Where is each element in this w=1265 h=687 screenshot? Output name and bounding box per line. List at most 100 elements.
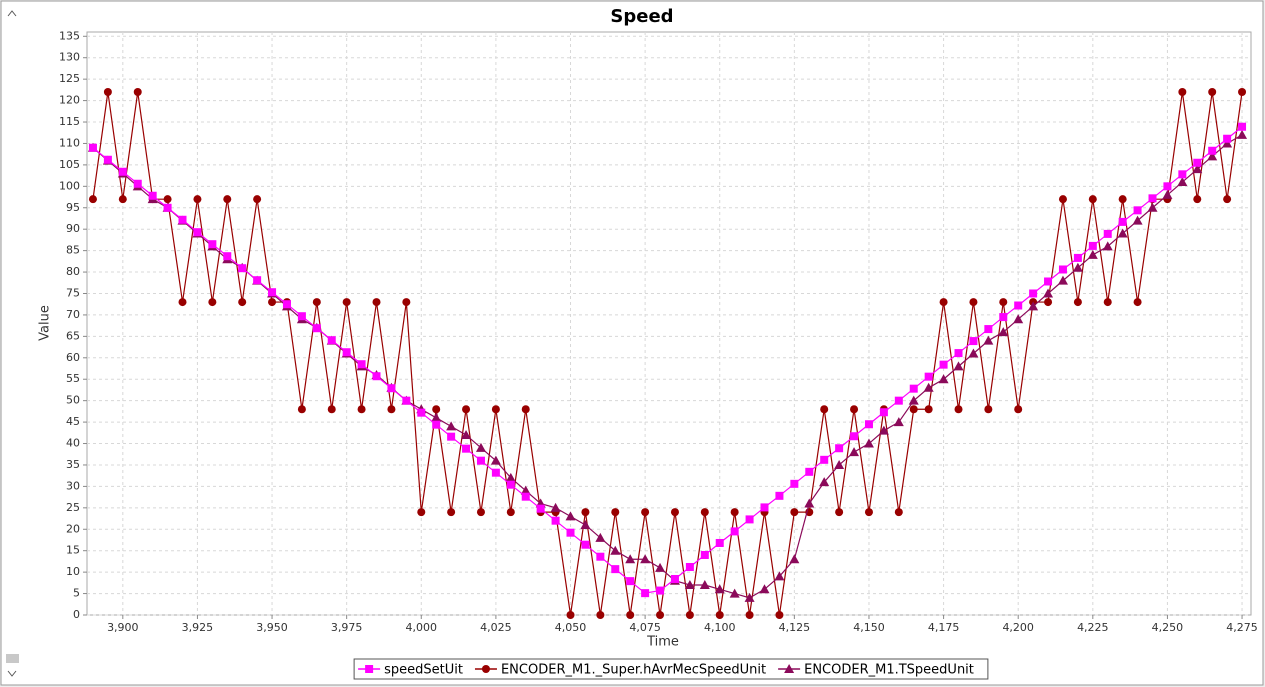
data-point [417, 408, 426, 417]
data-point [282, 300, 291, 309]
data-point [163, 195, 172, 204]
data-point [611, 508, 620, 517]
data-point [834, 459, 845, 469]
data-point [745, 515, 754, 524]
data-point [685, 611, 694, 619]
data-point [999, 298, 1008, 307]
data-point [387, 384, 396, 393]
data-point [819, 477, 830, 487]
data-point [969, 337, 978, 346]
data-point [835, 444, 844, 453]
y-tick-label: 115 [59, 115, 80, 128]
data-point [103, 88, 112, 97]
data-point [805, 467, 814, 476]
data-point [133, 179, 142, 188]
y-tick-label: 45 [66, 415, 80, 428]
data-point [475, 442, 486, 452]
data-point [640, 554, 651, 564]
data-point [1162, 189, 1173, 199]
data-point [983, 335, 994, 345]
data-point [984, 325, 993, 334]
data-point [1087, 249, 1098, 259]
data-point [133, 88, 142, 97]
data-point [1237, 129, 1248, 139]
data-point [684, 579, 695, 589]
data-point [670, 508, 679, 517]
data-point [238, 264, 247, 273]
data-point [372, 298, 381, 307]
data-point [730, 527, 739, 536]
data-point [357, 405, 366, 414]
data-point [715, 611, 724, 619]
data-point [804, 498, 815, 508]
y-tick-label: 35 [66, 458, 80, 471]
data-point [342, 348, 351, 357]
data-point [850, 405, 859, 414]
x-tick-label: 4,100 [704, 621, 736, 634]
plot-area [86, 31, 1252, 616]
data-point [208, 240, 217, 249]
y-tick-label: 55 [66, 372, 80, 385]
data-point [1103, 298, 1112, 307]
x-tick-label: 4,000 [406, 621, 438, 634]
x-tick-label: 3,925 [182, 621, 214, 634]
y-tick-label: 60 [66, 351, 80, 364]
data-point [1193, 158, 1202, 167]
data-point [163, 203, 172, 212]
data-point [1058, 265, 1067, 274]
y-tick-label: 30 [66, 479, 80, 492]
data-point [923, 382, 934, 392]
data-point [506, 508, 515, 517]
legend-label: ENCODER_M1.TSpeedUnit [804, 663, 974, 678]
data-point [268, 298, 277, 307]
data-point [432, 420, 441, 429]
data-point [924, 405, 933, 414]
data-point [208, 298, 217, 307]
x-tick-label: 4,125 [779, 621, 811, 634]
data-point [312, 324, 321, 333]
data-point [581, 508, 590, 517]
data-point [999, 313, 1008, 322]
data-point [253, 276, 262, 285]
y-tick-label: 40 [66, 437, 80, 450]
data-point [223, 252, 232, 261]
data-point [894, 508, 903, 517]
x-tick-label: 4,275 [1226, 621, 1258, 634]
data-point [491, 405, 500, 414]
x-tick-label: 4,050 [555, 621, 587, 634]
y-tick-label: 75 [66, 286, 80, 299]
data-point [953, 361, 964, 371]
data-point [626, 611, 635, 619]
data-point [312, 298, 321, 307]
data-point [835, 508, 844, 517]
x-tick-label: 4,075 [629, 621, 661, 634]
x-tick-label: 4,025 [480, 621, 512, 634]
series [88, 122, 1247, 598]
scroll-thumb[interactable] [6, 654, 19, 663]
data-point [969, 298, 978, 307]
data-point [565, 511, 576, 521]
data-point [1073, 253, 1082, 262]
y-tick-label: 50 [66, 394, 80, 407]
data-point [387, 405, 396, 414]
data-point [178, 298, 187, 307]
data-point [178, 215, 187, 224]
y-axis-label: Value [38, 305, 53, 341]
data-point [893, 417, 904, 427]
data-point [462, 444, 471, 453]
y-tick-label: 125 [59, 72, 80, 85]
data-point [506, 480, 515, 489]
data-point [566, 611, 575, 619]
data-point [1132, 215, 1143, 225]
data-point [656, 586, 665, 595]
data-point [342, 298, 351, 307]
collapse-arrow[interactable] [7, 10, 17, 17]
data-point [193, 195, 202, 204]
data-point [938, 374, 949, 384]
data-point [894, 396, 903, 405]
data-point [476, 508, 485, 517]
expand-arrow[interactable] [7, 670, 17, 677]
data-point [641, 589, 650, 598]
data-point [730, 508, 739, 517]
y-tick-label: 0 [73, 608, 80, 621]
